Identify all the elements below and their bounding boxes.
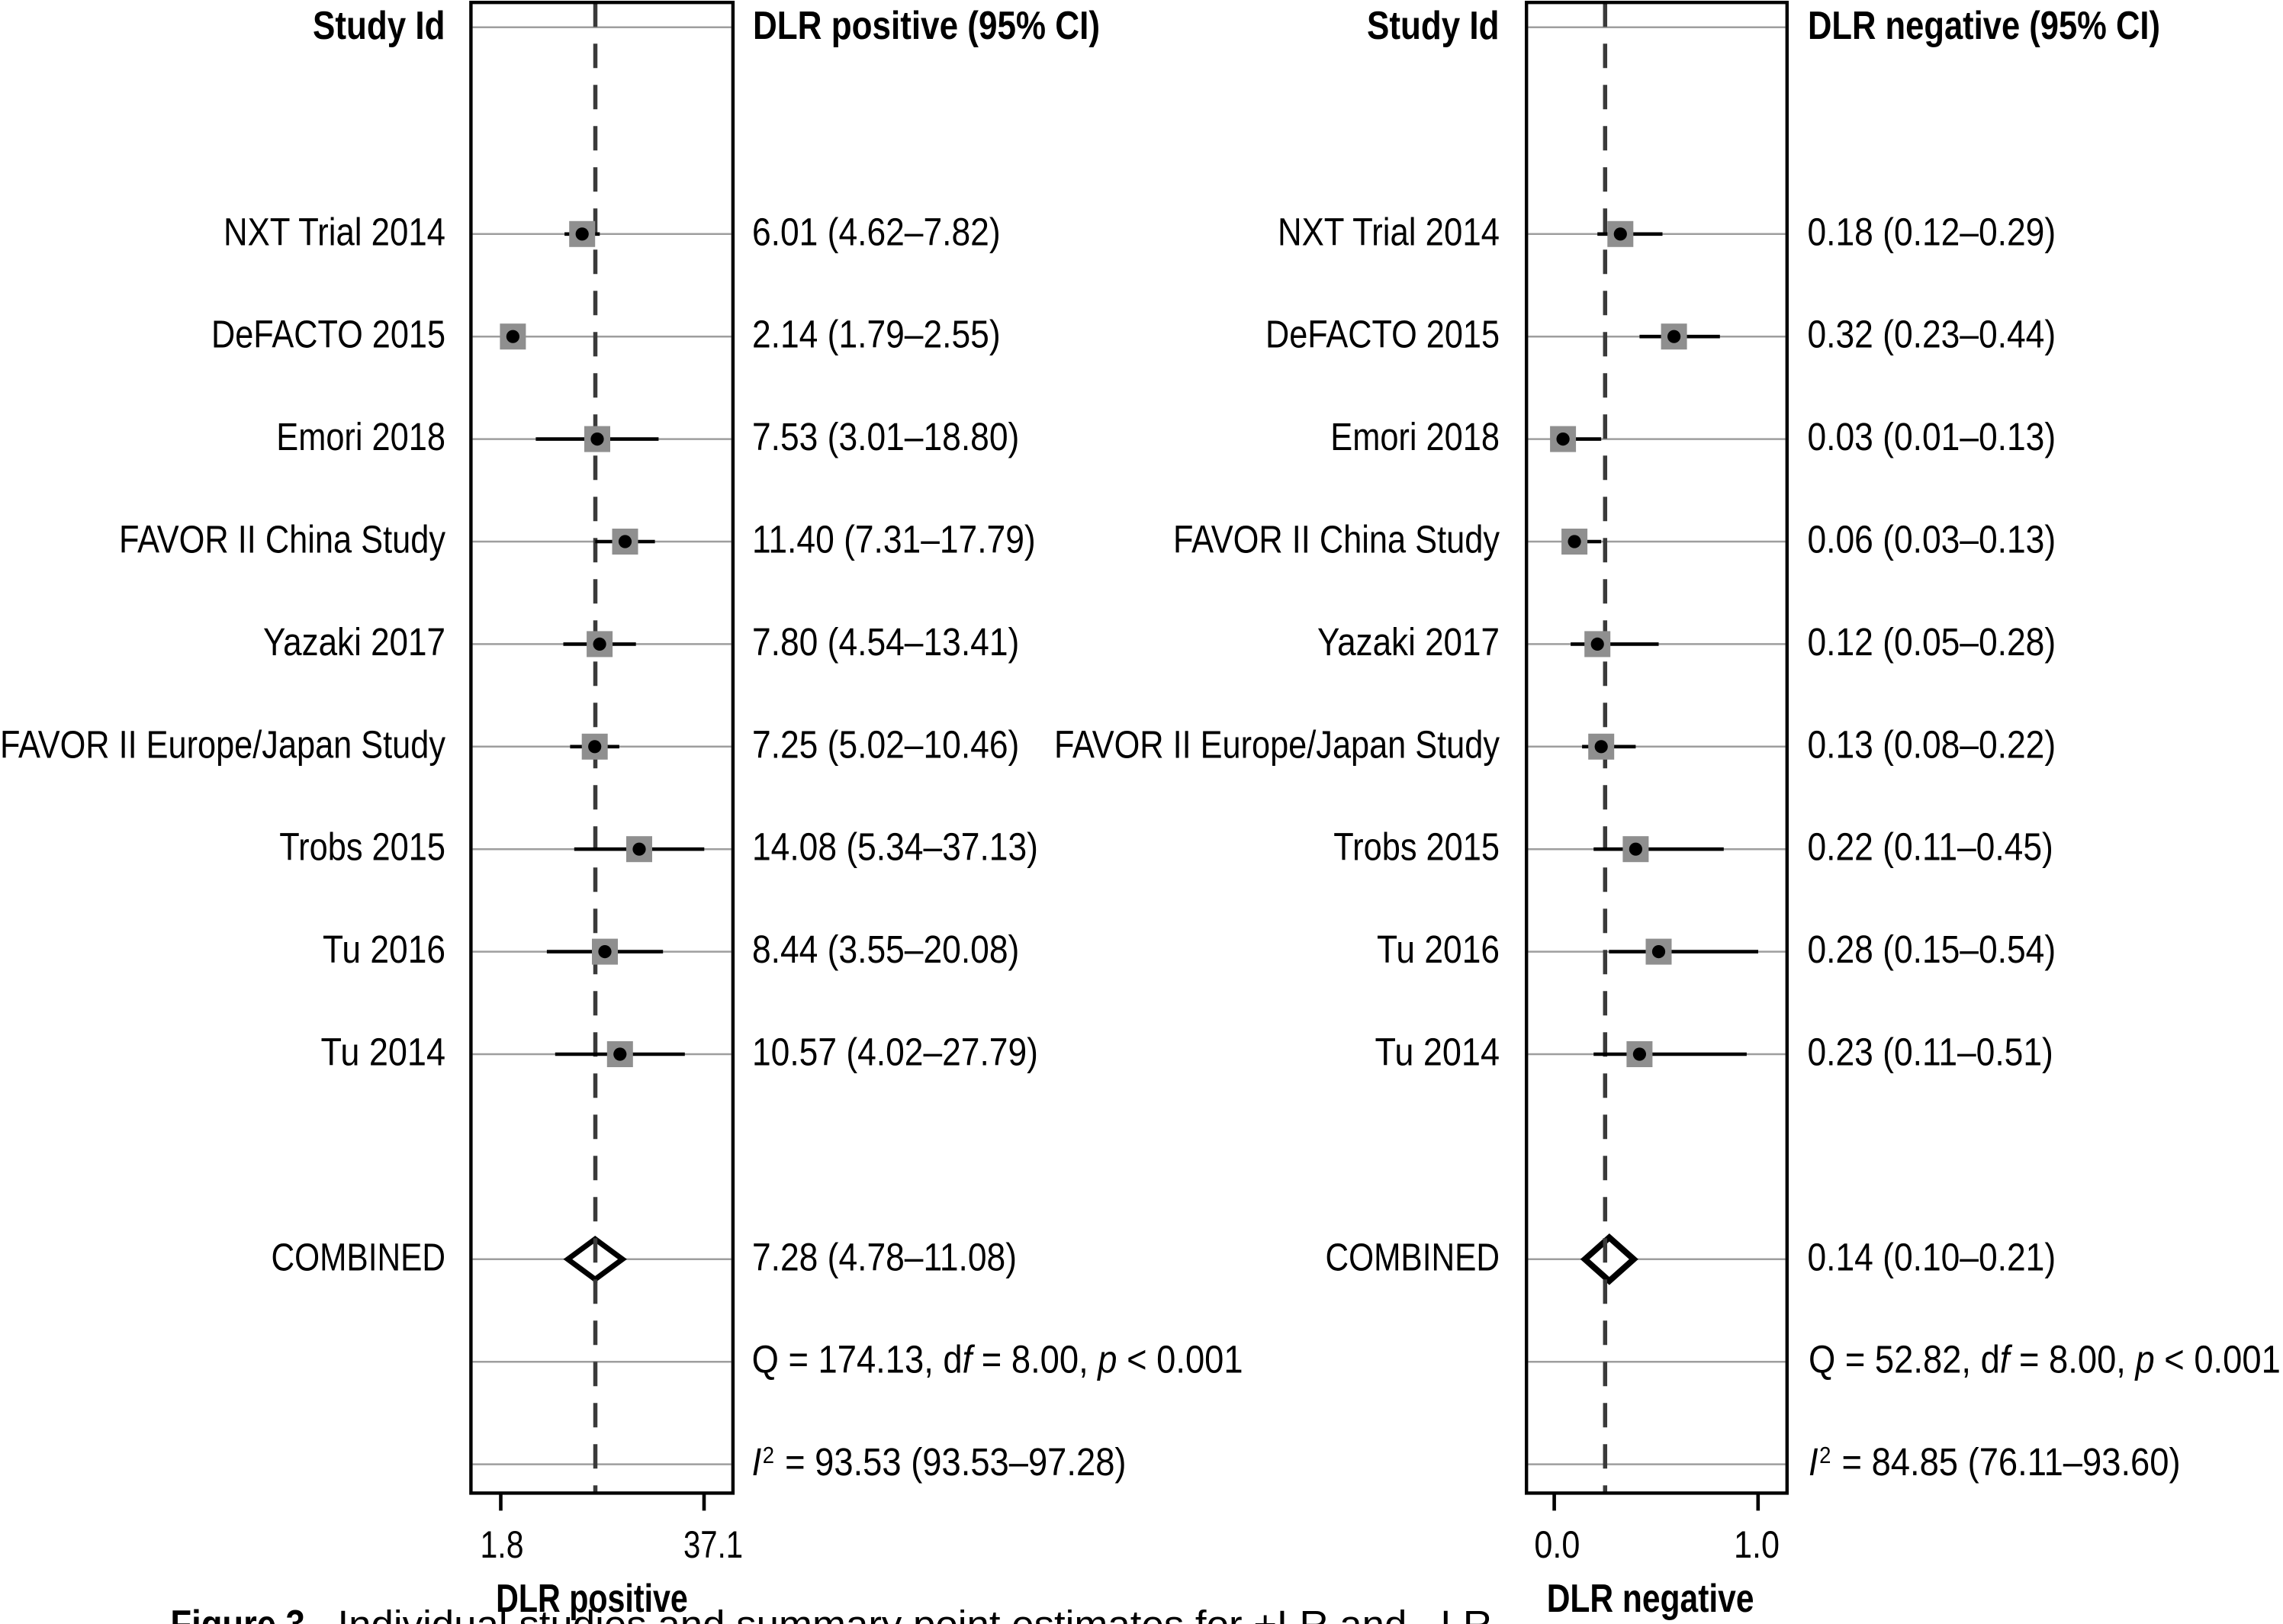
- svg-text:DeFACTO 2015: DeFACTO 2015: [1265, 313, 1500, 356]
- svg-text:= 93.53 (93.53–97.28): = 93.53 (93.53–97.28): [776, 1440, 1127, 1484]
- svg-text:0.14 (0.10–0.21): 0.14 (0.10–0.21): [1808, 1235, 2056, 1278]
- svg-text:Trobs 2015: Trobs 2015: [1333, 825, 1500, 869]
- svg-text:Yazaki 2017: Yazaki 2017: [1317, 620, 1500, 664]
- svg-text:0.13 (0.08–0.22): 0.13 (0.08–0.22): [1808, 722, 2056, 766]
- svg-text:0.22 (0.11–0.45): 0.22 (0.11–0.45): [1808, 825, 2053, 869]
- svg-text:I: I: [1809, 1440, 1818, 1484]
- svg-text:NXT Trial 2014: NXT Trial 2014: [223, 210, 445, 253]
- svg-text:10.57 (4.02–27.79): 10.57 (4.02–27.79): [752, 1031, 1038, 1074]
- svg-text:FAVOR II China Study: FAVOR II China Study: [119, 518, 445, 561]
- svg-text:COMBINED: COMBINED: [272, 1235, 446, 1278]
- svg-text:0.23 (0.11–0.51): 0.23 (0.11–0.51): [1808, 1031, 2053, 1074]
- svg-text:DLR positive (95% CI): DLR positive (95% CI): [753, 4, 1100, 48]
- svg-text:Figure 3.: Figure 3.: [170, 1603, 314, 1624]
- svg-text:Tu 2016: Tu 2016: [1377, 928, 1500, 971]
- svg-text:2: 2: [1819, 1442, 1831, 1468]
- svg-text:Tu 2016: Tu 2016: [323, 928, 445, 971]
- svg-text:I: I: [752, 1440, 762, 1484]
- svg-text:37.1: 37.1: [683, 1523, 743, 1566]
- svg-text:0.03 (0.01–0.13): 0.03 (0.01–0.13): [1808, 415, 2056, 458]
- svg-text:0.12 (0.05–0.28): 0.12 (0.05–0.28): [1808, 620, 2056, 664]
- svg-text:7.80 (4.54–13.41): 7.80 (4.54–13.41): [752, 620, 1019, 664]
- svg-text:Study Id: Study Id: [1367, 4, 1500, 48]
- svg-text:< 0.001: < 0.001: [1117, 1338, 1243, 1381]
- svg-text:0.28 (0.15–0.54): 0.28 (0.15–0.54): [1808, 928, 2056, 971]
- svg-text:0.06 (0.03–0.13): 0.06 (0.03–0.13): [1808, 518, 2056, 561]
- svg-text:p: p: [2134, 1338, 2155, 1381]
- svg-text:DeFACTO 2015: DeFACTO 2015: [211, 313, 445, 356]
- svg-text:2.14 (1.79–2.55): 2.14 (1.79–2.55): [752, 313, 1001, 356]
- svg-text:14.08 (5.34–37.13): 14.08 (5.34–37.13): [752, 825, 1038, 869]
- svg-text:11.40 (7.31–17.79): 11.40 (7.31–17.79): [752, 518, 1036, 561]
- svg-text:Tu 2014: Tu 2014: [1375, 1031, 1500, 1074]
- svg-text:Trobs 2015: Trobs 2015: [279, 825, 445, 869]
- svg-text:= 84.85 (76.11–93.60): = 84.85 (76.11–93.60): [1832, 1440, 2181, 1484]
- svg-text:DLR negative (95% CI): DLR negative (95% CI): [1808, 4, 2160, 48]
- svg-text:Emori 2018: Emori 2018: [1330, 415, 1500, 458]
- svg-text:0.0: 0.0: [1534, 1523, 1580, 1566]
- svg-text:0.32 (0.23–0.44): 0.32 (0.23–0.44): [1808, 313, 2056, 356]
- svg-text:6.01 (4.62–7.82): 6.01 (4.62–7.82): [752, 210, 1001, 253]
- svg-text:FAVOR II Europe/Japan Study: FAVOR II Europe/Japan Study: [1054, 722, 1500, 766]
- svg-text:DLR positive: DLR positive: [496, 1577, 688, 1621]
- svg-text:p: p: [1097, 1338, 1117, 1381]
- svg-text:7.25 (5.02–10.46): 7.25 (5.02–10.46): [752, 722, 1019, 766]
- svg-text:DLR negative: DLR negative: [1547, 1577, 1754, 1621]
- svg-text:COMBINED: COMBINED: [1326, 1235, 1500, 1278]
- svg-text:Emori 2018: Emori 2018: [276, 415, 445, 458]
- svg-text:Q = 52.82, d: Q = 52.82, d: [1809, 1338, 2000, 1381]
- svg-text:8.44 (3.55–20.08): 8.44 (3.55–20.08): [752, 928, 1019, 971]
- svg-text:NXT Trial 2014: NXT Trial 2014: [1278, 210, 1500, 253]
- svg-text:Tu 2014: Tu 2014: [321, 1031, 446, 1074]
- svg-text:Study Id: Study Id: [313, 4, 445, 48]
- svg-text:7.28 (4.78–11.08): 7.28 (4.78–11.08): [752, 1235, 1017, 1278]
- svg-text:0.18 (0.12–0.29): 0.18 (0.12–0.29): [1808, 210, 2056, 253]
- svg-text:< 0.001: < 0.001: [2155, 1338, 2281, 1381]
- svg-text:FAVOR II China Study: FAVOR II China Study: [1173, 518, 1500, 561]
- svg-text:1.8: 1.8: [481, 1523, 524, 1566]
- svg-text:Q = 174.13, d: Q = 174.13, d: [752, 1338, 963, 1381]
- svg-text:= 8.00,: = 8.00,: [2009, 1338, 2135, 1381]
- svg-text:FAVOR II Europe/Japan Study: FAVOR II Europe/Japan Study: [0, 722, 445, 766]
- svg-text:= 8.00,: = 8.00,: [972, 1338, 1098, 1381]
- svg-text:7.53 (3.01–18.80): 7.53 (3.01–18.80): [752, 415, 1019, 458]
- svg-text:Yazaki 2017: Yazaki 2017: [263, 620, 445, 664]
- svg-text:1.0: 1.0: [1734, 1523, 1780, 1566]
- svg-text:Individual studies and summary: Individual studies and summary point est…: [338, 1603, 1493, 1624]
- svg-text:2: 2: [763, 1442, 774, 1468]
